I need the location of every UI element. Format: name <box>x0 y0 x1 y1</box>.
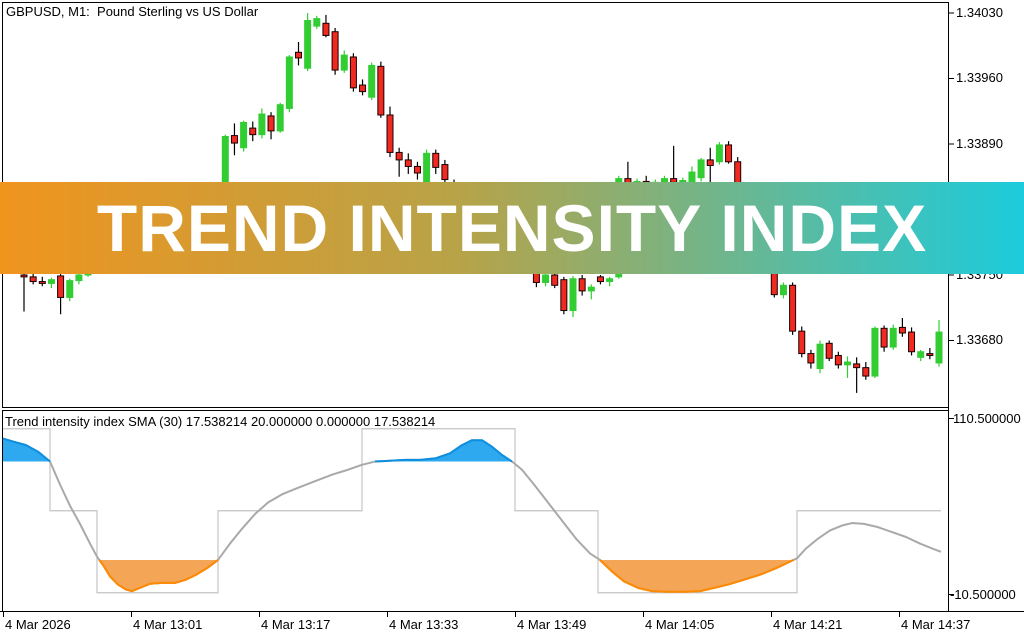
price-axis-label: 1.33680 <box>956 332 1003 348</box>
indicator-scale-max-label: 110.500000 <box>953 411 1021 426</box>
chart-title: GBPUSD, M1: Pound Sterling vs US Dollar <box>6 4 259 19</box>
price-axis-label: 1.34030 <box>956 5 1003 20</box>
time-axis-label: 4 Mar 2026 <box>5 617 71 632</box>
indicator-scale-min-label: -10.500000 <box>950 587 1016 602</box>
price-scale[interactable] <box>948 2 1024 611</box>
banner-overlay: TREND INTENSITY INDEX <box>0 182 1024 274</box>
indicator-pane[interactable] <box>2 411 948 611</box>
time-axis-label: 4 Mar 13:17 <box>261 617 331 632</box>
time-axis-label: 4 Mar 14:37 <box>901 617 971 632</box>
time-axis-label: 4 Mar 14:21 <box>773 617 843 632</box>
time-axis-label: 4 Mar 13:33 <box>389 617 459 632</box>
time-axis-label: 4 Mar 13:49 <box>517 617 587 632</box>
indicator-label: Trend intensity index SMA (30) 17.538214… <box>5 414 436 429</box>
price-axis-label: 1.33960 <box>956 70 1003 86</box>
time-axis-label: 4 Mar 13:01 <box>133 617 203 632</box>
time-axis-label: 4 Mar 14:05 <box>645 617 715 632</box>
banner-text: TREND INTENSITY INDEX <box>96 191 928 265</box>
price-axis-label: 1.33890 <box>956 135 1003 151</box>
